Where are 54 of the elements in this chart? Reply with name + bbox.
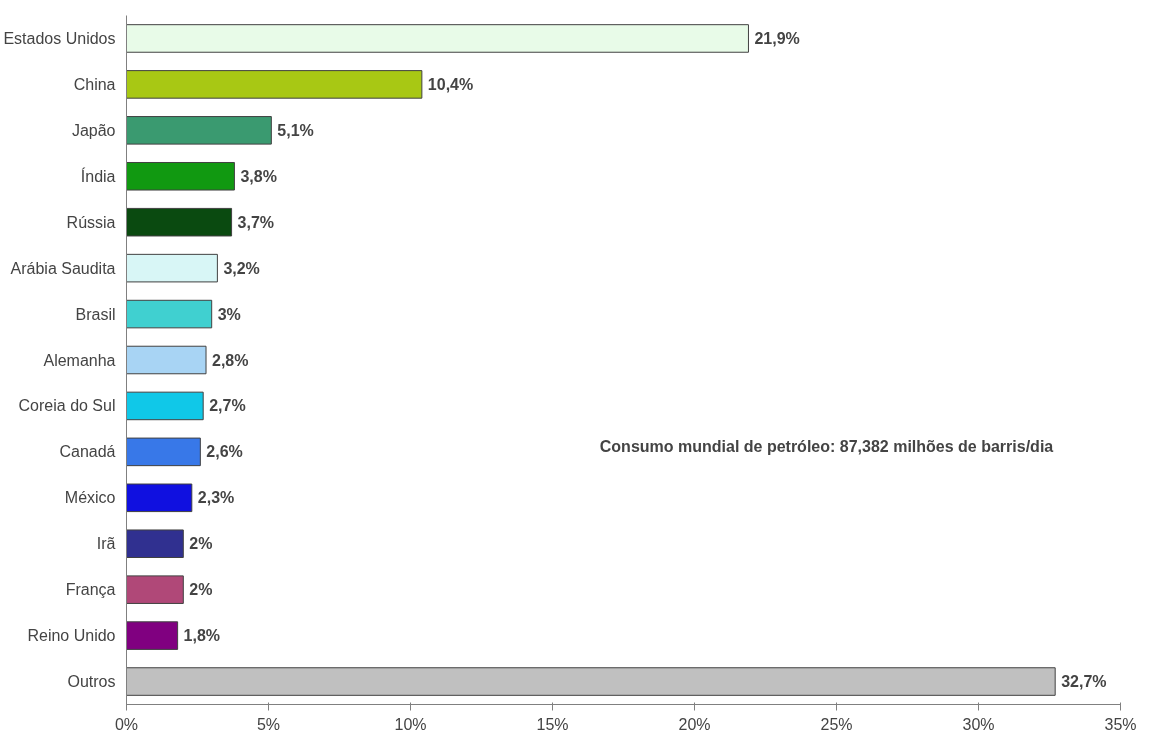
y-tick-label: Reino Unido <box>27 627 116 645</box>
y-tick-label: Outros <box>67 673 116 691</box>
y-tick-label: China <box>73 75 116 93</box>
data-label: 3% <box>217 305 241 323</box>
y-tick-label: Rússia <box>66 213 116 231</box>
data-label: 2,8% <box>212 351 249 369</box>
y-tick-label: Estados Unidos <box>3 29 116 47</box>
x-tick-label: 35% <box>1104 715 1137 733</box>
y-tick-label: Brasil <box>75 305 116 323</box>
bar <box>126 345 207 375</box>
bar <box>126 207 233 237</box>
data-label: 2,3% <box>197 489 235 507</box>
y-tick-label: Japão <box>71 121 116 139</box>
bar <box>126 70 423 99</box>
y-tick-label: França <box>65 581 116 599</box>
data-label: 2% <box>189 535 213 553</box>
data-label: 3,2% <box>223 259 260 277</box>
x-tick-label: 5% <box>256 715 281 733</box>
x-tick-label: 30% <box>962 715 995 733</box>
x-tick-label: 20% <box>678 715 711 733</box>
bar <box>126 621 179 650</box>
bar <box>126 299 213 329</box>
y-tick-label: Arábia Saudita <box>10 259 116 277</box>
data-label: 2% <box>189 581 213 599</box>
bar <box>126 253 218 283</box>
x-tick-label: 25% <box>820 715 853 733</box>
data-label: 5,1% <box>277 121 314 139</box>
bar <box>126 24 749 53</box>
data-label: 2,6% <box>206 443 243 461</box>
bar <box>126 116 272 145</box>
bar <box>126 391 204 421</box>
bar <box>126 161 235 191</box>
x-tick-label: 10% <box>394 715 427 733</box>
y-tick-label: Índia <box>80 166 116 185</box>
y-tick-label: Coreia do Sul <box>18 397 116 415</box>
x-tick-label: 0% <box>114 715 139 733</box>
bar <box>126 529 184 559</box>
bar <box>126 483 193 513</box>
data-label: 3,7% <box>237 213 275 231</box>
bar <box>126 575 184 604</box>
x-tick-label: 15% <box>536 715 569 733</box>
data-label: 1,8% <box>183 627 221 645</box>
bar <box>126 667 1056 696</box>
y-tick-label: Alemanha <box>43 351 116 369</box>
data-label: 2,7% <box>209 397 246 415</box>
y-tick-label: Canadá <box>59 443 116 461</box>
bar <box>126 437 201 467</box>
data-label: 21,9% <box>754 29 800 47</box>
annotation: Consumo mundial de petróleo: 87,382 milhões de barris/dia <box>599 437 1054 455</box>
y-tick-label: Irã <box>96 535 116 553</box>
data-label: 3,8% <box>240 167 277 185</box>
y-tick-label: México <box>64 489 116 507</box>
data-label: 10,4% <box>427 75 474 93</box>
data-label: 32,7% <box>1061 673 1107 691</box>
